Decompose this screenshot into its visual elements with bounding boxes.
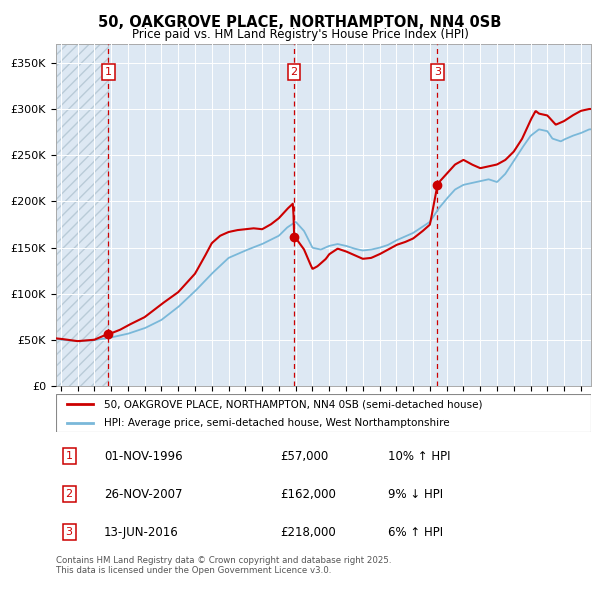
Text: Contains HM Land Registry data © Crown copyright and database right 2025.
This d: Contains HM Land Registry data © Crown c…	[56, 556, 391, 575]
Text: Price paid vs. HM Land Registry's House Price Index (HPI): Price paid vs. HM Land Registry's House …	[131, 28, 469, 41]
Text: 2: 2	[65, 489, 73, 499]
Text: 6% ↑ HPI: 6% ↑ HPI	[388, 526, 443, 539]
Text: £57,000: £57,000	[281, 450, 329, 463]
FancyBboxPatch shape	[56, 394, 591, 432]
Text: 2: 2	[290, 67, 298, 77]
Text: 13-JUN-2016: 13-JUN-2016	[104, 526, 179, 539]
Bar	[56, 44, 109, 386]
Text: 1: 1	[65, 451, 73, 461]
Text: 50, OAKGROVE PLACE, NORTHAMPTON, NN4 0SB: 50, OAKGROVE PLACE, NORTHAMPTON, NN4 0SB	[98, 15, 502, 30]
Text: £162,000: £162,000	[281, 487, 337, 501]
Text: 10% ↑ HPI: 10% ↑ HPI	[388, 450, 450, 463]
Text: 9% ↓ HPI: 9% ↓ HPI	[388, 487, 443, 501]
Text: 01-NOV-1996: 01-NOV-1996	[104, 450, 182, 463]
Bar	[56, 44, 109, 386]
Text: HPI: Average price, semi-detached house, West Northamptonshire: HPI: Average price, semi-detached house,…	[104, 418, 449, 428]
Text: 3: 3	[65, 527, 73, 537]
Text: 50, OAKGROVE PLACE, NORTHAMPTON, NN4 0SB (semi-detached house): 50, OAKGROVE PLACE, NORTHAMPTON, NN4 0SB…	[104, 399, 482, 409]
Text: 26-NOV-2007: 26-NOV-2007	[104, 487, 182, 501]
Text: 3: 3	[434, 67, 441, 77]
Text: 1: 1	[105, 67, 112, 77]
Text: £218,000: £218,000	[281, 526, 337, 539]
